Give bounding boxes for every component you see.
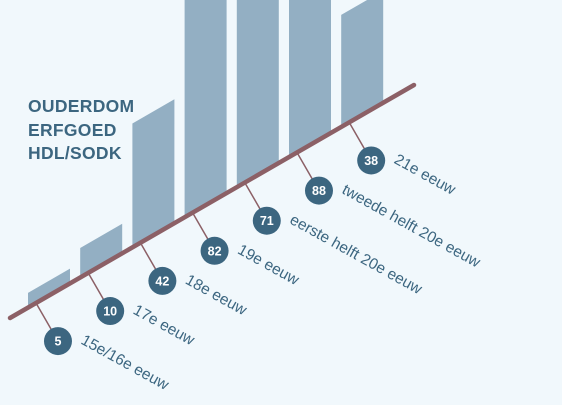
value-label-2: 10 <box>103 305 117 319</box>
value-badge-2 <box>96 297 125 326</box>
category-label-4: 19e eeuw <box>235 241 303 289</box>
bar-4 <box>184 0 227 218</box>
bar-7 <box>341 0 384 127</box>
bar-5 <box>236 0 279 188</box>
title-line-2: ERFGOED <box>28 119 117 140</box>
value-badge-5 <box>252 206 281 235</box>
title-line-1: OUDERDOM <box>28 96 135 116</box>
value-badge-4 <box>200 236 229 265</box>
value-label-6: 88 <box>312 184 326 198</box>
value-badge-1 <box>43 327 72 356</box>
value-label-7: 38 <box>364 154 378 168</box>
category-label-7: 21e eeuw <box>391 151 459 199</box>
value-label-5: 71 <box>260 214 274 228</box>
bar-3 <box>132 99 175 248</box>
category-label-2: 17e eeuw <box>130 302 198 350</box>
title-line-3: HDL/SODK <box>28 143 122 163</box>
bar-2 <box>80 223 123 278</box>
value-label-1: 5 <box>55 335 62 349</box>
value-badge-7 <box>357 146 386 175</box>
baseline-axis <box>7 82 417 321</box>
bar-1 <box>28 268 70 308</box>
value-badge-3 <box>148 266 177 295</box>
value-badge-6 <box>304 176 333 205</box>
bar-6 <box>289 0 331 158</box>
category-label-1: 15e/16e eeuw <box>78 332 172 394</box>
chart-title: OUDERDOM ERFGOED HDL/SODK <box>28 95 134 166</box>
value-label-4: 82 <box>208 244 222 258</box>
value-label-3: 42 <box>155 274 169 288</box>
category-label-3: 18e eeuw <box>182 272 250 320</box>
